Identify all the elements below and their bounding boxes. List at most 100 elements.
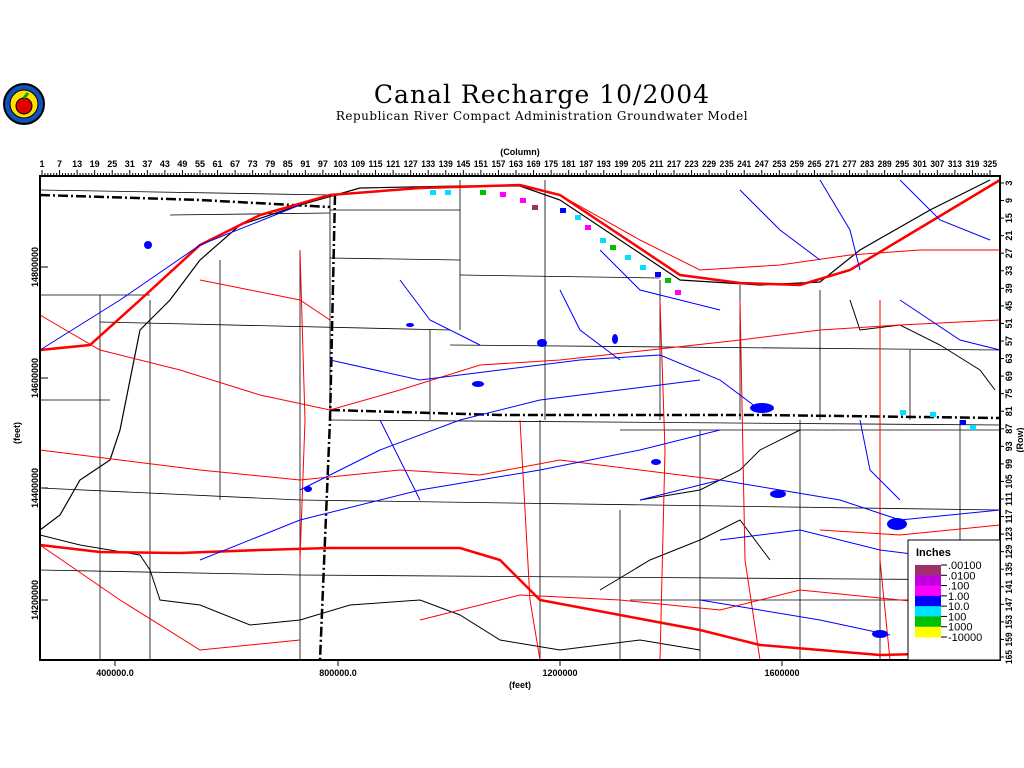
column-tick-label: 301 [913,159,927,169]
county-boundary [39,189,331,196]
county-boundary [449,344,1001,351]
row-axis-label: (Row) [1015,428,1024,453]
map-frame [39,175,1001,661]
row-tick-label: 87 [1004,424,1014,434]
axes: 1 7 13 19 25 31 37 43 49 55 61 67 73 79 85 91 97 103 109 11… [30,159,1014,678]
recharge-cell [960,420,966,425]
recharge-cell [600,238,606,243]
reservoir [872,630,888,638]
column-tick-label: 115 [369,159,383,169]
river [739,189,821,261]
reservoir [750,403,774,413]
column-tick-label: 241 [737,159,751,169]
row-tick-label: 93 [1004,441,1014,451]
column-tick-label: 247 [755,159,769,169]
recharge-cell [675,290,681,295]
map-title: Canal Recharge 10/2004 [373,80,711,109]
county-boundary [329,257,461,261]
column-tick-label: 85 [283,159,293,169]
row-tick-label: 69 [1004,371,1014,381]
column-tick-label: 43 [160,159,170,169]
river [699,599,891,636]
reservoir [887,518,907,530]
road [419,589,1001,621]
reservoir [406,323,414,327]
column-tick-label: 205 [632,159,646,169]
column-tick-label: 283 [860,159,874,169]
county-boundary [99,321,451,331]
row-tick-label: 51 [1004,318,1014,328]
legend-swatch [915,606,941,617]
column-tick-label: 181 [562,159,576,169]
row-tick-label: 27 [1004,248,1014,258]
river [859,419,901,501]
column-tick-label: 259 [790,159,804,169]
row-tick-label: 141 [1004,580,1014,594]
column-tick-label: 199 [614,159,628,169]
road [659,299,666,661]
recharge-cell [900,410,906,415]
recharge-cell [655,272,661,277]
county-boundary [39,569,301,576]
column-tick-label: 157 [491,159,505,169]
column-tick-label: 265 [807,159,821,169]
recharge-cell [970,425,976,430]
state-boundary [39,193,331,209]
column-tick-label: 49 [177,159,187,169]
legend-label: .100 [948,581,969,593]
road [819,524,1001,536]
reservoir [304,486,312,492]
column-tick-label: 277 [843,159,857,169]
row-tick-label: 75 [1004,389,1014,399]
model-boundary [599,519,771,591]
column-tick-label: 175 [544,159,558,169]
recharge-cell [930,412,936,417]
column-tick-label: 121 [386,159,400,169]
column-tick-label: 307 [930,159,944,169]
column-tick-label: 109 [351,159,365,169]
x-axis-label: (feet) [509,680,531,690]
reservoir [144,241,152,249]
river [199,429,721,561]
column-tick-label: 19 [90,159,100,169]
x-tick-label: 400000.0 [96,668,134,678]
map-subtitle: Republican River Compact Administration … [335,109,749,123]
row-tick-label: 135 [1004,562,1014,576]
legend-label: 1.00 [948,591,969,603]
column-tick-label: 13 [72,159,82,169]
county-boundary [299,574,1001,581]
y-tick-label: 14200000 [30,580,40,620]
recharge-cell [585,225,591,230]
recharge-cell [532,205,538,210]
row-tick-label: 15 [1004,213,1014,223]
recharge-cell [500,192,506,197]
legend-label: .0100 [948,570,976,582]
row-tick-label: 81 [1004,406,1014,416]
column-tick-label: 73 [248,159,258,169]
recharge-cell [560,208,566,213]
model-boundary [849,299,996,391]
row-tick-label: 123 [1004,527,1014,541]
row-tick-label: 3 [1004,180,1014,185]
reservoir [612,334,618,344]
column-axis-label: (Column) [500,147,540,157]
column-tick-label: 67 [230,159,240,169]
state-boundary [329,408,1001,420]
column-tick-label: 289 [878,159,892,169]
map-features [39,178,1001,661]
row-tick-label: 153 [1004,615,1014,629]
column-tick-label: 235 [720,159,734,169]
column-tick-label: 295 [895,159,909,169]
column-tick-label: 319 [965,159,979,169]
road [39,314,1001,411]
row-tick-label: 63 [1004,354,1014,364]
rrca-logo [2,82,46,130]
recharge-cell [575,215,581,220]
column-tick-label: 97 [318,159,328,169]
column-tick-label: 1 [39,159,44,169]
reservoir [651,459,661,465]
y-axis-label: (feet) [12,422,22,444]
legend-swatch [915,575,941,587]
row-tick-label: 9 [1004,198,1014,203]
row-tick-label: 129 [1004,545,1014,559]
